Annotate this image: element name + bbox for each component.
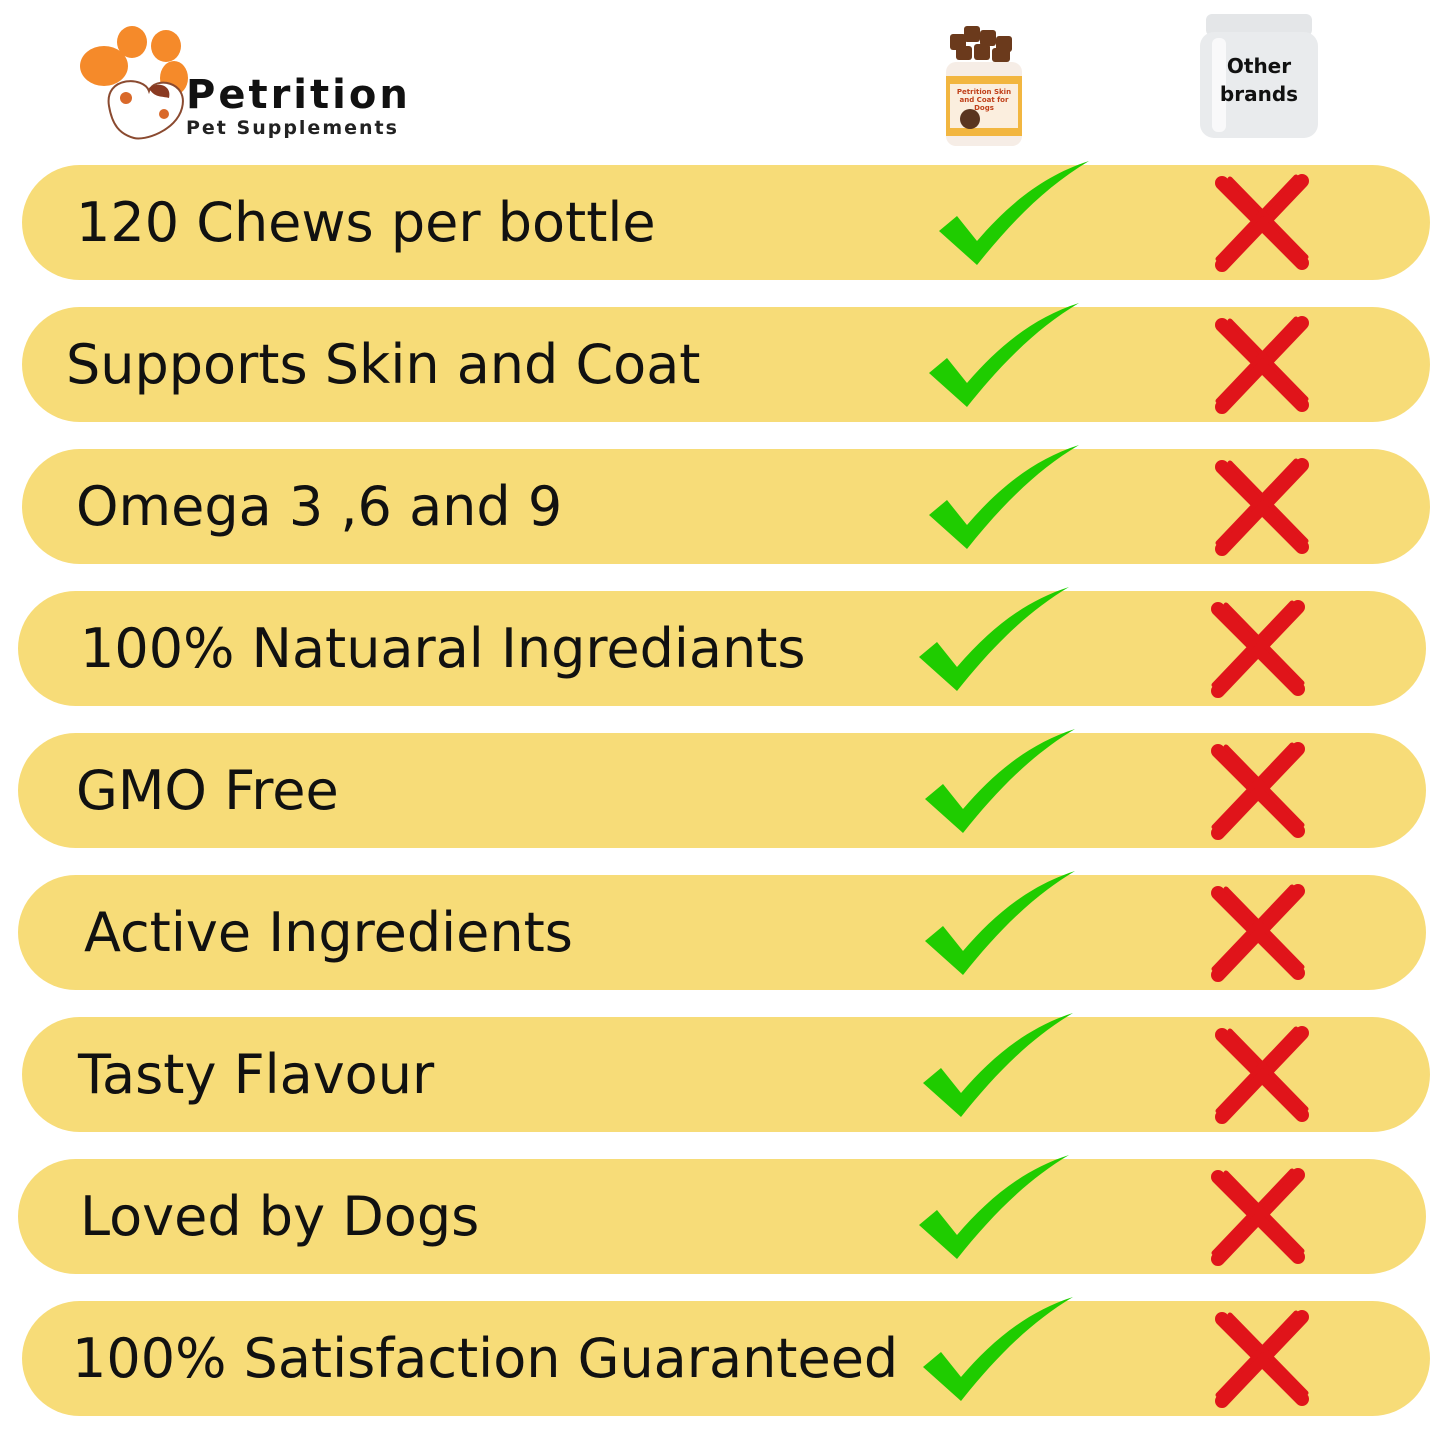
feature-label: Active Ingredients [84, 901, 573, 964]
comparison-row: GMO Free [18, 729, 1426, 848]
check-icon [919, 1155, 1069, 1259]
feature-label: Tasty Flavour [78, 1043, 435, 1106]
feature-label: Loved by Dogs [80, 1185, 480, 1248]
other-brands-label-line1: Other [1226, 54, 1292, 78]
brand-name: Petrition [186, 72, 411, 118]
feature-label: GMO Free [76, 759, 339, 822]
paw-logo-icon [80, 26, 188, 140]
comparison-row: 120 Chews per bottle [22, 161, 1430, 280]
other-brands-jar: Other brands [1200, 14, 1318, 138]
cross-icon [1215, 1310, 1309, 1408]
check-icon [939, 161, 1089, 265]
check-icon [919, 587, 1069, 691]
comparison-row: Tasty Flavour [22, 1013, 1430, 1132]
check-icon [929, 445, 1079, 549]
feature-label: 100% Natuaral Ingrediants [80, 617, 806, 680]
comparison-row: Active Ingredients [18, 871, 1426, 990]
cross-icon [1211, 1168, 1305, 1266]
product-jar-label: Petrition Skin and Coat for Dogs [956, 88, 1012, 112]
comparison-row: Loved by Dogs [18, 1155, 1426, 1274]
brand-tagline: Pet Supplements [186, 117, 399, 139]
feature-label: 120 Chews per bottle [76, 191, 656, 254]
cross-icon [1211, 884, 1305, 982]
check-icon [925, 871, 1075, 975]
comparison-row: Omega 3 ,6 and 9 [22, 445, 1430, 564]
comparison-row: Supports Skin and Coat [22, 303, 1430, 422]
check-icon [923, 1297, 1073, 1401]
cross-icon [1215, 1026, 1309, 1124]
cross-icon [1211, 742, 1305, 840]
cross-icon [1215, 174, 1309, 272]
check-icon [923, 1013, 1073, 1117]
cross-icon [1215, 316, 1309, 414]
check-icon [929, 303, 1079, 407]
brand-logo [74, 26, 434, 146]
petrition-product-jar: Petrition Skin and Coat for Dogs [944, 24, 1024, 148]
check-icon [925, 729, 1075, 833]
cross-icon [1215, 458, 1309, 556]
feature-label: 100% Satisfaction Guaranteed [72, 1327, 899, 1390]
cross-icon [1211, 600, 1305, 698]
feature-label: Omega 3 ,6 and 9 [76, 475, 563, 538]
comparison-row: 100% Satisfaction Guaranteed [22, 1297, 1430, 1416]
feature-label: Supports Skin and Coat [66, 333, 701, 396]
comparison-row: 100% Natuaral Ingrediants [18, 587, 1426, 706]
other-brands-label-line2: brands [1219, 82, 1299, 106]
